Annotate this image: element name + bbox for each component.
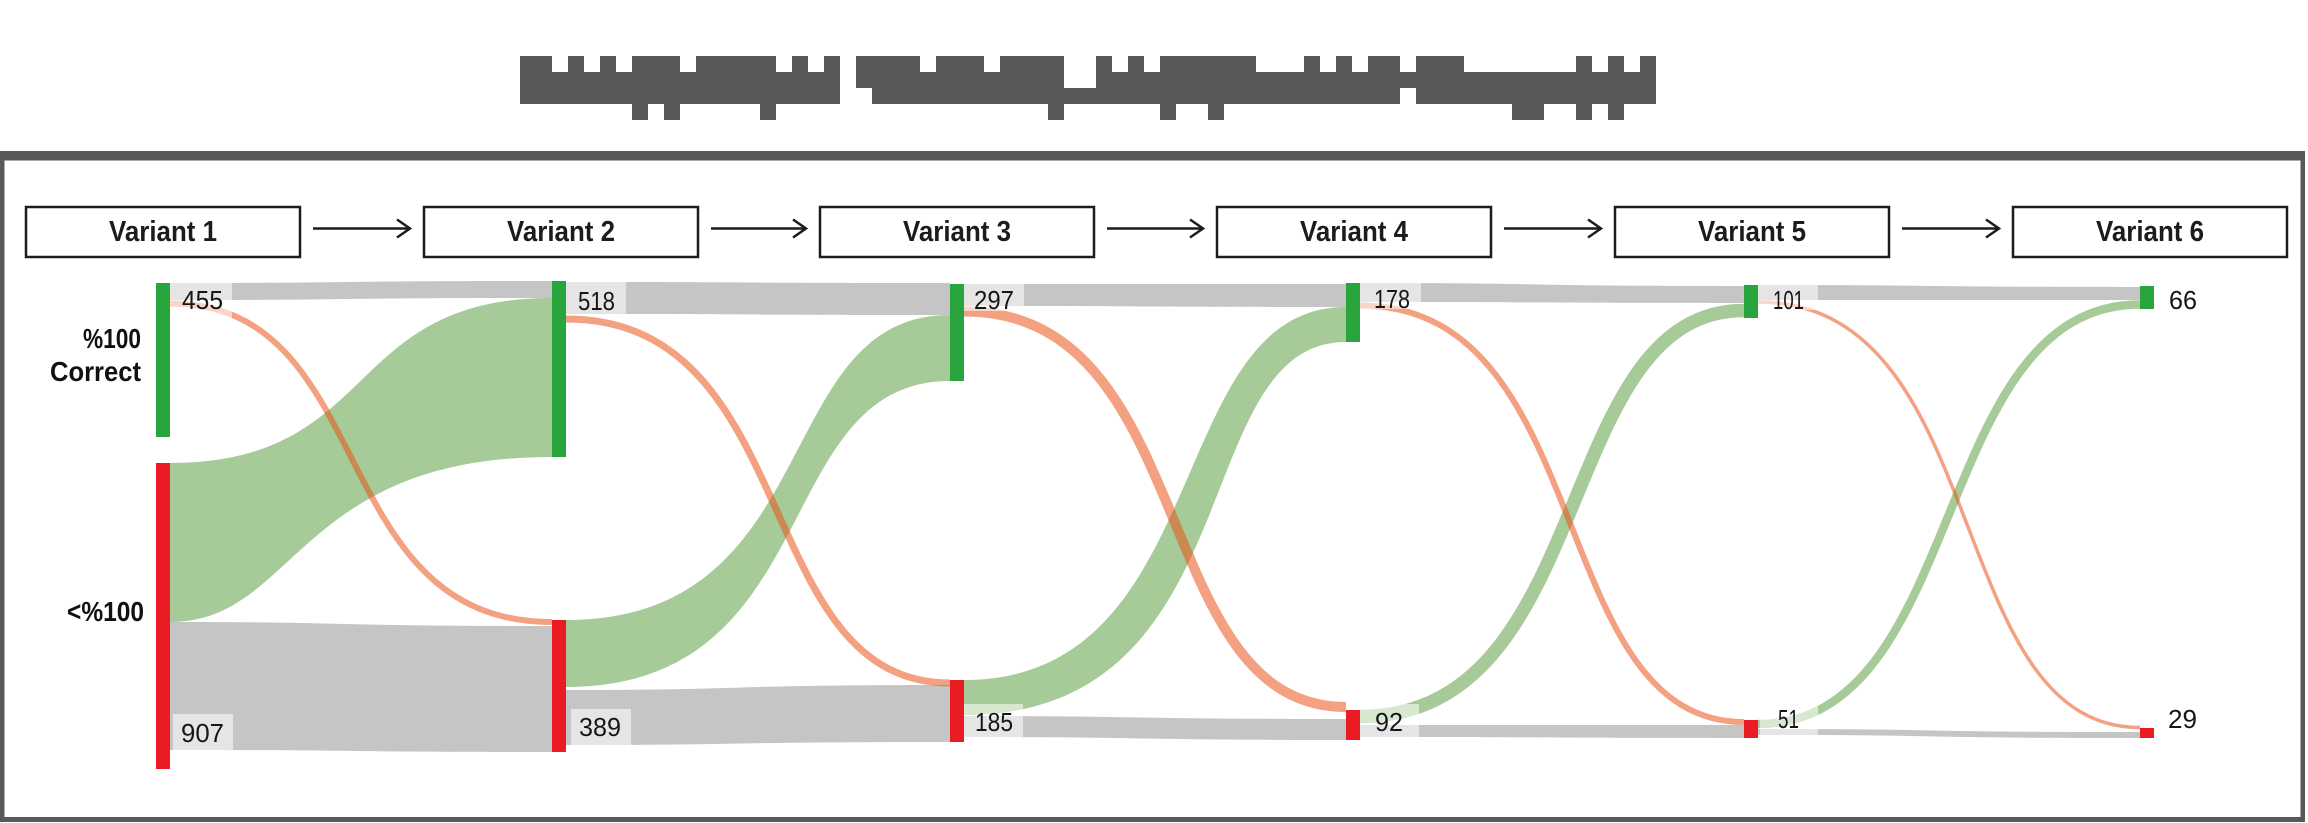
svg-text:389: 389 [579,712,621,742]
svg-text:185: 185 [975,707,1013,737]
svg-text:907: 907 [181,718,224,748]
svg-text:Variant 4: Variant 4 [1300,216,1408,248]
svg-text:178: 178 [1374,284,1410,314]
svg-text:<%100: <%100 [67,596,144,627]
svg-text:51: 51 [1778,704,1799,734]
svg-text:Variant 5: Variant 5 [1698,216,1806,248]
svg-text:66: 66 [2169,285,2197,315]
svg-text:Variant 3: Variant 3 [903,216,1011,248]
svg-text:Variant 2: Variant 2 [507,216,615,248]
svg-text:101: 101 [1773,285,1804,315]
svg-text:297: 297 [974,285,1014,315]
svg-text:Variant 1: Variant 1 [109,216,217,248]
svg-text:92: 92 [1375,707,1403,737]
svg-text:455: 455 [182,285,223,315]
svg-text:%100: %100 [83,323,141,354]
svg-text:Variant 6: Variant 6 [2096,216,2204,248]
svg-text:518: 518 [578,286,615,316]
svg-text:Correct: Correct [50,356,141,387]
svg-text:29: 29 [2168,704,2197,734]
